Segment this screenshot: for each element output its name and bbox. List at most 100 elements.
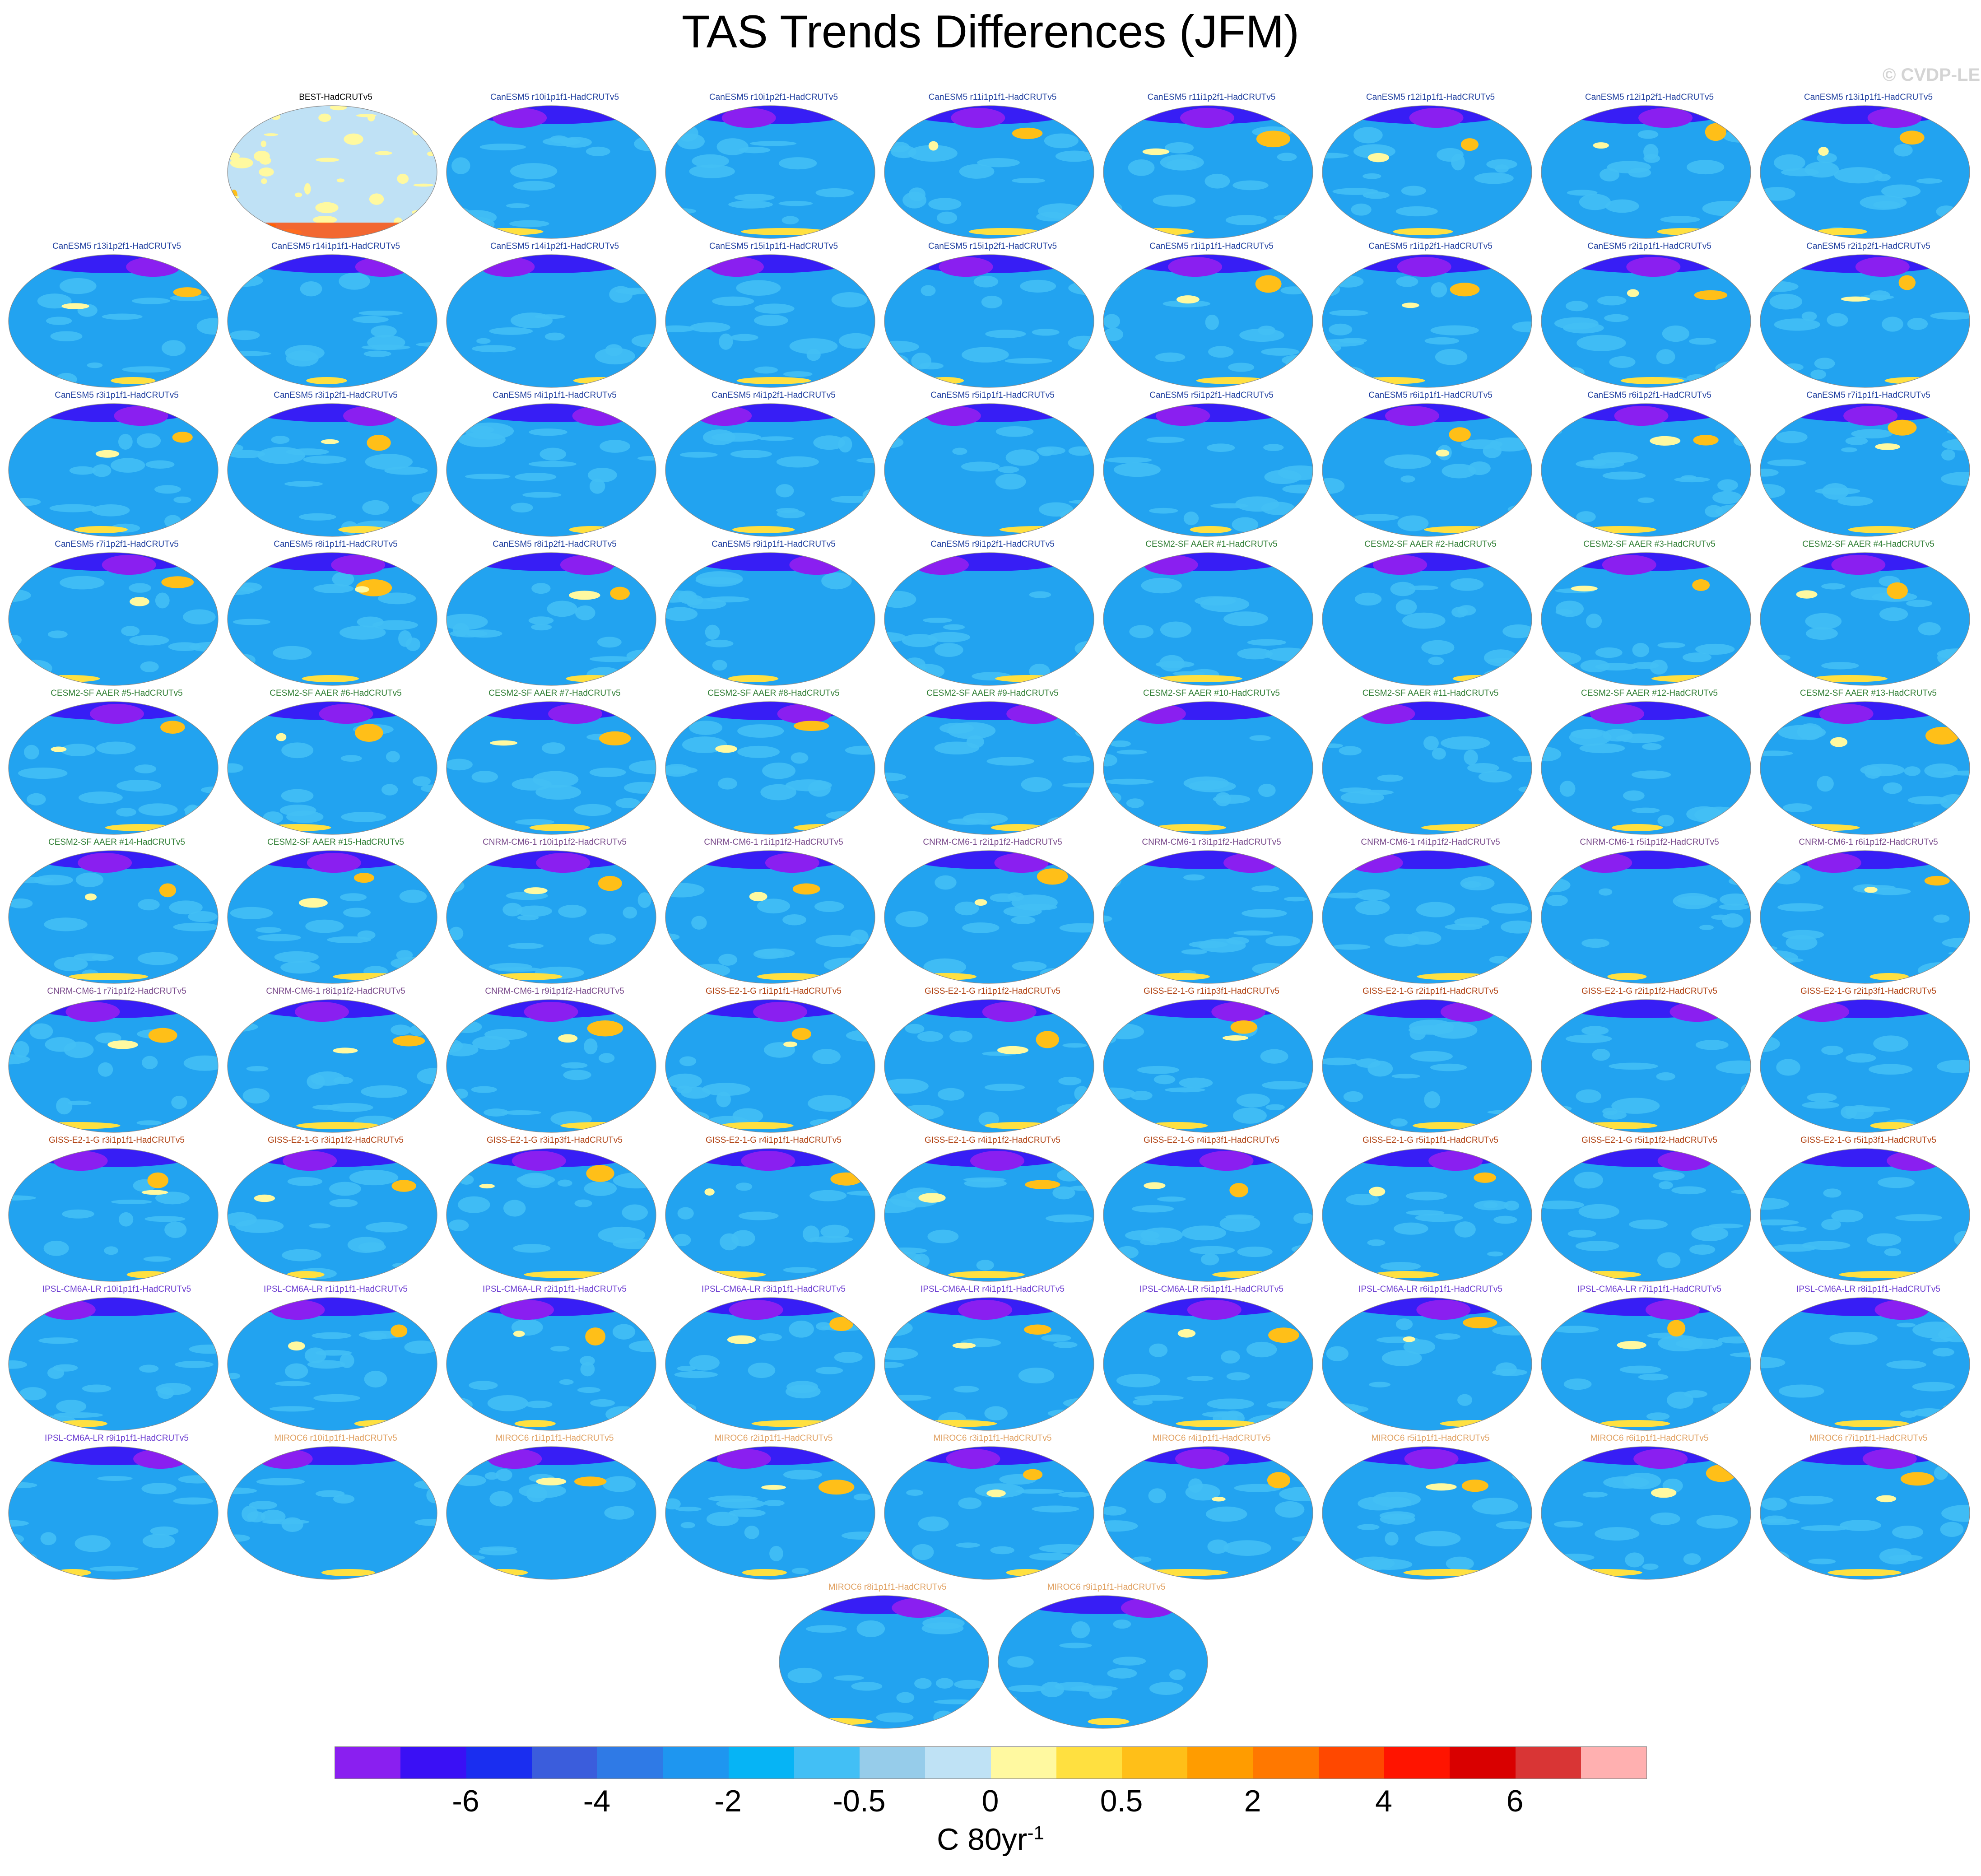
anomaly-blob — [884, 1362, 904, 1369]
anomaly-blob — [1502, 624, 1532, 638]
anomaly-blob — [937, 1088, 965, 1101]
map-globe — [227, 403, 437, 537]
anomaly-blob — [299, 513, 336, 521]
panel-title: IPSL-CM6A-LR r3i1p1f1-HadCRUTv5 — [702, 1285, 846, 1294]
anomaly-blob — [285, 1363, 308, 1379]
anomaly-blob — [1907, 796, 1948, 805]
arctic-cooling — [283, 1151, 337, 1171]
map-panel: CanESM5 r10i1p2f1-HadCRUTv5 — [664, 93, 883, 242]
anomaly-blob — [696, 571, 743, 587]
warm-anomaly — [1694, 290, 1728, 300]
globe-outline — [227, 701, 437, 835]
anomaly-blob — [622, 1204, 648, 1221]
anomaly-blob — [313, 215, 337, 224]
anomaly-blob — [1767, 459, 1806, 466]
panel-title: IPSL-CM6A-LR r8i1p1f1-HadCRUTv5 — [1796, 1285, 1940, 1294]
anomaly-blob — [1062, 782, 1094, 788]
anomaly-blob — [249, 1500, 277, 1510]
arctic-cooling — [673, 1298, 867, 1316]
warm-anomaly — [1706, 1464, 1736, 1482]
anomaly-blob — [183, 609, 216, 625]
map-panel: CanESM5 r1i1p1f1-HadCRUTv5 — [1102, 242, 1321, 391]
anomaly-blob — [1332, 366, 1365, 381]
anomaly-blob — [1940, 1522, 1964, 1537]
warm-anomaly — [160, 721, 185, 734]
anomaly-blob — [984, 1406, 1008, 1421]
map-ocean — [884, 553, 1094, 685]
anomaly-blob — [687, 598, 726, 610]
anomaly-blob — [1029, 1552, 1071, 1561]
arctic-cooling — [1404, 1449, 1459, 1469]
warm-anomaly — [1024, 1324, 1051, 1335]
anomaly-blob — [423, 122, 437, 134]
anomaly-blob — [1179, 1077, 1213, 1089]
map-globe — [227, 701, 437, 835]
anomaly-blob — [1834, 167, 1883, 184]
anomaly-blob — [789, 338, 838, 354]
anomaly-blob — [1478, 771, 1512, 783]
map-panel: CanESM5 r8i1p2f1-HadCRUTv5 — [445, 540, 664, 689]
warm-anomaly — [585, 1327, 606, 1345]
anomaly-blob — [1483, 670, 1507, 682]
anomaly-blob — [421, 112, 430, 115]
panel-title: MIROC6 r2i1p1f1-HadCRUTv5 — [714, 1434, 833, 1443]
warm-anomaly — [566, 675, 618, 682]
anomaly-blob — [513, 181, 555, 191]
warm-anomaly — [355, 586, 369, 593]
anomaly-blob — [1760, 1219, 1799, 1226]
anomaly-blob — [525, 1401, 553, 1408]
warm-anomaly — [298, 898, 328, 908]
map-globe — [1541, 1446, 1751, 1580]
arctic-cooling — [1549, 255, 1743, 273]
anomaly-blob — [1322, 1057, 1359, 1066]
anomaly-blob — [1130, 1090, 1153, 1101]
anomaly-blob — [785, 779, 832, 791]
warm-anomaly — [1393, 228, 1453, 235]
map-panel: MIROC6 r3i1p1f1-HadCRUTv5 — [883, 1434, 1102, 1583]
anomaly-blob — [1153, 1075, 1176, 1085]
anomaly-blob — [1242, 909, 1287, 918]
map-globe — [227, 850, 437, 984]
arctic-cooling — [1669, 1002, 1724, 1022]
anomaly-blob — [1576, 511, 1596, 523]
anomaly-blob — [1160, 154, 1204, 171]
anomaly-blob — [1406, 1210, 1445, 1216]
anomaly-blob — [422, 118, 432, 130]
globe-outline — [8, 1446, 219, 1580]
anomaly-blob — [1656, 349, 1675, 364]
map-globe — [884, 1297, 1094, 1431]
anomaly-blob — [399, 889, 427, 903]
anomaly-blob — [1340, 791, 1384, 804]
warm-anomaly — [1864, 887, 1878, 893]
colorbar-tick-label: -2 — [714, 1784, 742, 1818]
anomaly-blob — [1322, 1256, 1334, 1266]
anomaly-blob — [778, 200, 813, 206]
anomaly-blob — [1205, 314, 1219, 330]
anomaly-blob — [1797, 723, 1823, 740]
map-panel: CESM2-SF AAER #10-HadCRUTv5 — [1102, 689, 1321, 838]
anomaly-blob — [27, 793, 46, 805]
anomaly-blob — [228, 450, 265, 458]
anomaly-blob — [1695, 643, 1735, 655]
anomaly-blob — [890, 1395, 931, 1401]
anomaly-blob — [446, 1562, 470, 1569]
anomaly-blob — [1047, 1410, 1077, 1417]
anomaly-blob — [625, 288, 640, 295]
map-panel: GISS-E2-1-G r3i1p1f1-HadCRUTv5 — [7, 1136, 226, 1285]
anomaly-blob — [1805, 613, 1842, 630]
warm-anomaly — [732, 526, 795, 533]
anomaly-blob — [1780, 1226, 1807, 1232]
anomaly-blob — [1845, 437, 1868, 445]
anomaly-blob — [939, 722, 974, 734]
globe-outline — [446, 105, 656, 239]
warm-anomaly — [917, 973, 977, 980]
warm-anomaly — [990, 824, 1046, 831]
colorbar-tick-label: 0.5 — [1100, 1784, 1143, 1818]
arctic-cooling — [892, 553, 1086, 571]
warm-anomaly — [338, 526, 387, 533]
warm-anomaly — [1088, 1718, 1130, 1725]
anomaly-blob — [995, 473, 1026, 490]
colorbar-tick-label: -4 — [583, 1784, 611, 1818]
map-globe — [998, 1595, 1208, 1729]
anomaly-blob — [517, 905, 552, 917]
